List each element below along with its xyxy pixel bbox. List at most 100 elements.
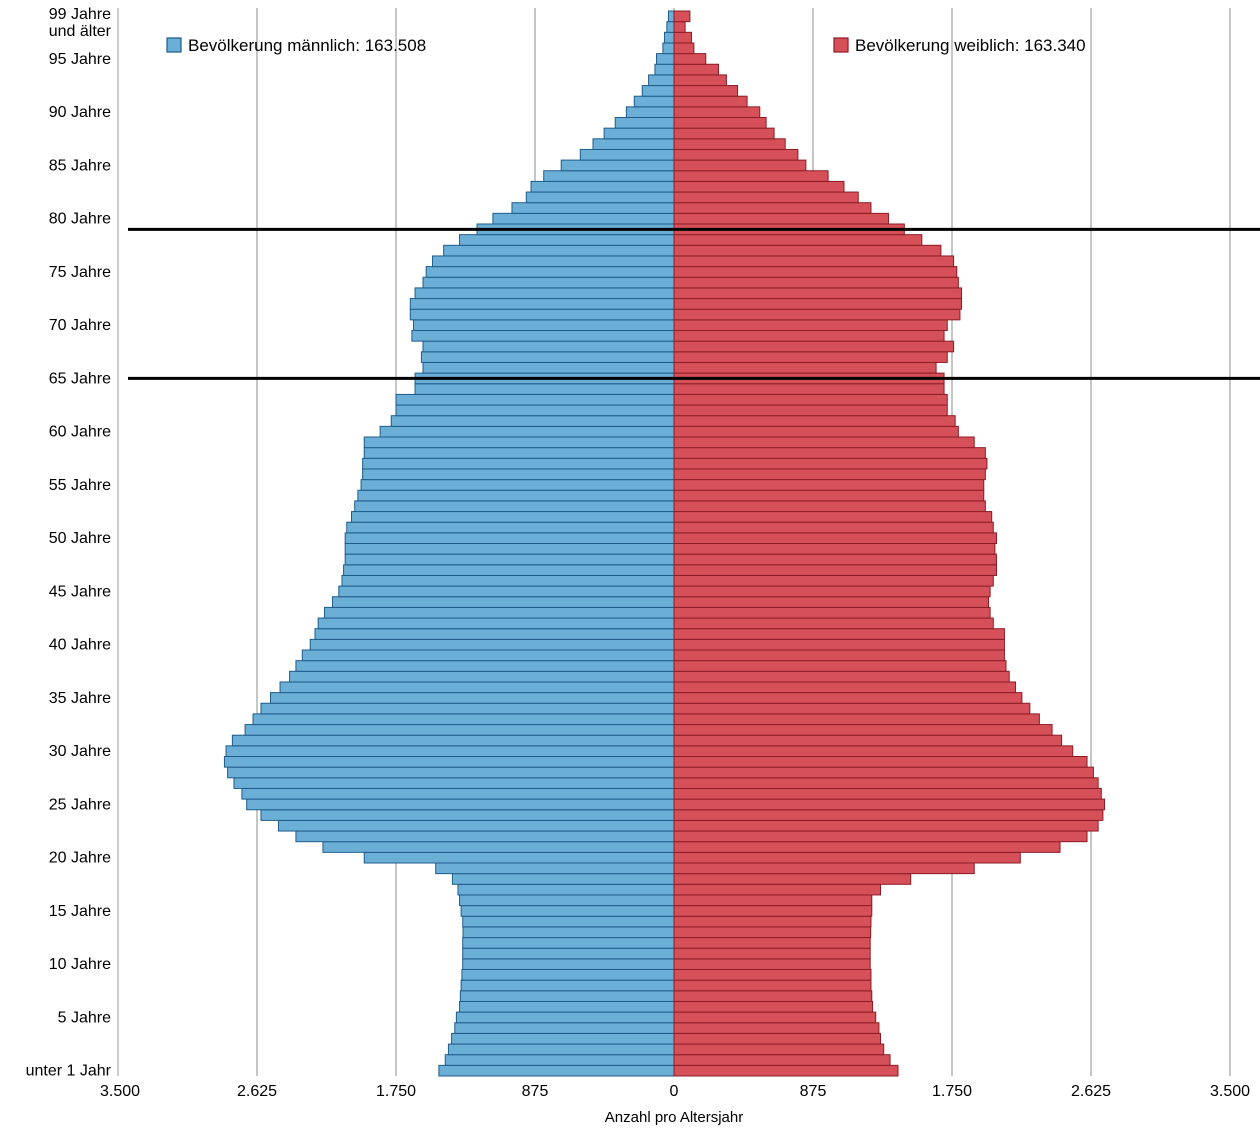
bar-female-age-34 — [673, 702, 1031, 715]
bar-male-age-78 — [459, 234, 675, 246]
bar-male-age-44 — [331, 596, 675, 608]
male-bars — [223, 10, 675, 1077]
bar-female-age-28 — [673, 766, 1094, 779]
bar-female-age-84 — [673, 170, 829, 182]
bar-female-age-4 — [673, 1022, 880, 1034]
legend-female-label: Bevölkerung weiblich: 163.340 — [855, 36, 1086, 55]
bar-male-age-21 — [322, 841, 675, 853]
bar-male-age-84 — [543, 170, 675, 182]
bar-male-age-6 — [459, 1000, 675, 1013]
y-tick-label: 85 Jahre — [49, 157, 111, 174]
bar-male-age-35 — [270, 692, 675, 704]
bar-female-age-87 — [673, 138, 786, 150]
bar-male-age-85 — [560, 159, 675, 172]
bar-male-age-56 — [362, 468, 675, 481]
bar-male-age-11 — [462, 947, 675, 960]
bar-male-age-29 — [223, 756, 675, 768]
bar-male-age-8 — [460, 979, 675, 992]
bar-female-age-49 — [673, 543, 996, 555]
bar-male-age-19 — [435, 862, 675, 875]
bar-male-age-12 — [462, 937, 675, 949]
bar-male-age-57 — [362, 457, 675, 470]
bar-female-age-38 — [673, 660, 1007, 672]
bar-male-age-66 — [422, 361, 675, 374]
bar-female-age-75 — [673, 266, 958, 278]
y-tick-label: 40 Jahre — [49, 637, 111, 654]
bar-male-age-86 — [579, 148, 675, 161]
y-tick-label: 60 Jahre — [49, 424, 111, 441]
bar-female-age-33 — [673, 713, 1040, 726]
bar-female-age-32 — [673, 724, 1053, 736]
bar-female-age-57 — [673, 457, 988, 470]
bar-male-age-52 — [351, 511, 675, 523]
bar-female-age-73 — [673, 287, 963, 300]
y-axis-tick-labels: unter 1 Jahr 5 Jahre 10 Jahre 15 Jahre 20 Ja… — [26, 6, 112, 1080]
y-tick-label: 5 Jahre — [58, 1009, 111, 1026]
bar-male-age-24 — [260, 809, 675, 821]
bar-male-age-32 — [244, 724, 675, 736]
y-tick-label: 30 Jahre — [49, 743, 111, 760]
bar-male-age-73 — [414, 287, 675, 300]
bar-female-age-81 — [673, 202, 872, 214]
y-tick-label: 15 Jahre — [49, 903, 111, 920]
bar-male-age-62 — [395, 404, 675, 417]
bar-male-age-34 — [260, 702, 675, 715]
bar-female-age-51 — [673, 521, 994, 534]
bar-female-age-91 — [673, 95, 748, 108]
bar-male-age-76 — [432, 255, 675, 268]
bar-male-age-9 — [461, 969, 675, 981]
bar-female-age-74 — [673, 276, 959, 289]
x-tick-label: 1.750 — [376, 1083, 416, 1100]
bar-female-age-77 — [673, 244, 942, 257]
bar-male-age-48 — [344, 553, 675, 566]
bar-female-age-96 — [673, 42, 695, 55]
bar-female-age-59 — [673, 436, 975, 449]
x-tick-label: 2.625 — [237, 1083, 277, 1100]
bar-male-age-94 — [654, 63, 675, 76]
bar-male-age-69 — [411, 330, 675, 342]
bar-female-age-45 — [673, 585, 991, 598]
bar-female-age-17 — [673, 883, 882, 896]
bar-male-age-18 — [451, 873, 675, 885]
bar-female-age-67 — [673, 351, 948, 363]
bar-female-age-53 — [673, 500, 986, 513]
bar-female-age-68 — [673, 340, 955, 353]
legend-male-label: Bevölkerung männlich: 163.508 — [188, 36, 426, 55]
bar-female-age-14 — [673, 915, 872, 928]
bar-male-age-63 — [395, 393, 675, 406]
bar-male-age-50 — [344, 532, 675, 544]
bar-male-age-17 — [457, 883, 675, 896]
bar-male-age-16 — [459, 894, 675, 907]
x-tick-label: 875 — [800, 1083, 827, 1100]
bar-male-age-47 — [343, 564, 675, 576]
bar-male-age-80 — [492, 212, 675, 225]
bar-male-age-39 — [301, 649, 675, 662]
bar-female-age-43 — [673, 606, 991, 619]
bar-female-age-63 — [673, 393, 948, 406]
bar-female-age-27 — [673, 777, 1099, 789]
bar-male-age-31 — [231, 734, 675, 747]
bar-female-age-16 — [673, 894, 873, 907]
bar-female-age-94 — [673, 63, 719, 76]
bar-female-age-36 — [673, 681, 1017, 694]
y-tick-label: 75 Jahre — [49, 264, 111, 281]
bar-male-age-2 — [447, 1043, 675, 1056]
bar-female-age-1 — [673, 1054, 891, 1066]
bar-female-age-56 — [673, 468, 986, 481]
bar-female-age-24 — [673, 809, 1104, 821]
y-tick-label: 70 Jahre — [49, 317, 111, 334]
bar-male-age-40 — [309, 638, 675, 651]
bar-female-age-99 — [673, 10, 691, 23]
bar-male-age-61 — [390, 415, 675, 427]
bar-female-age-42 — [673, 617, 994, 630]
bar-male-age-72 — [409, 298, 675, 310]
y-tick-label: und älter — [49, 23, 112, 40]
bar-female-age-20 — [673, 851, 1021, 864]
bar-female-age-64 — [673, 383, 945, 395]
bar-female-age-19 — [673, 862, 975, 875]
bar-female-age-70 — [673, 319, 948, 332]
bar-female-age-47 — [673, 564, 997, 576]
bar-female-age-98 — [673, 21, 686, 33]
bar-male-age-7 — [459, 990, 675, 1002]
